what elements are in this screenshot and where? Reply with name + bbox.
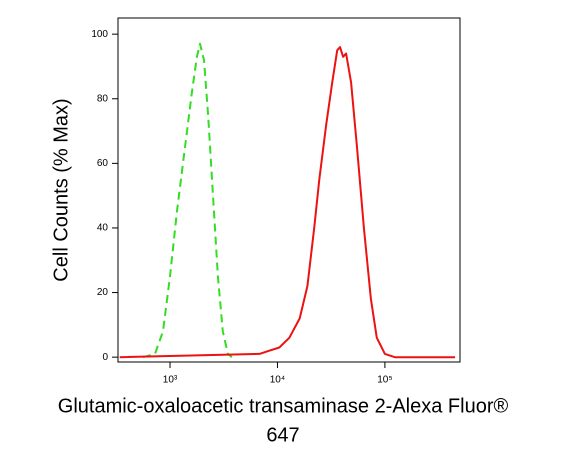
y-axis-title: Cell Counts (% Max) (50, 98, 72, 281)
x-axis-title: Glutamic-oxaloacetic transaminase 2-Alex… (58, 395, 509, 417)
histogram-line (142, 42, 233, 359)
y-tick-label: 0 (102, 352, 108, 363)
y-tick-label: 60 (97, 158, 109, 169)
x-tick-label: 10⁴ (270, 375, 285, 386)
histogram-line (119, 46, 456, 359)
x-tick-label: 10⁵ (377, 375, 392, 386)
x-axis-title: 647 (266, 424, 299, 446)
plot-frame (117, 17, 461, 363)
y-tick-label: 100 (91, 29, 108, 40)
y-tick-label: 40 (97, 223, 109, 234)
y-tick-label: 80 (97, 93, 109, 104)
x-tick-label: 10³ (163, 375, 178, 386)
y-tick-label: 20 (97, 287, 109, 298)
